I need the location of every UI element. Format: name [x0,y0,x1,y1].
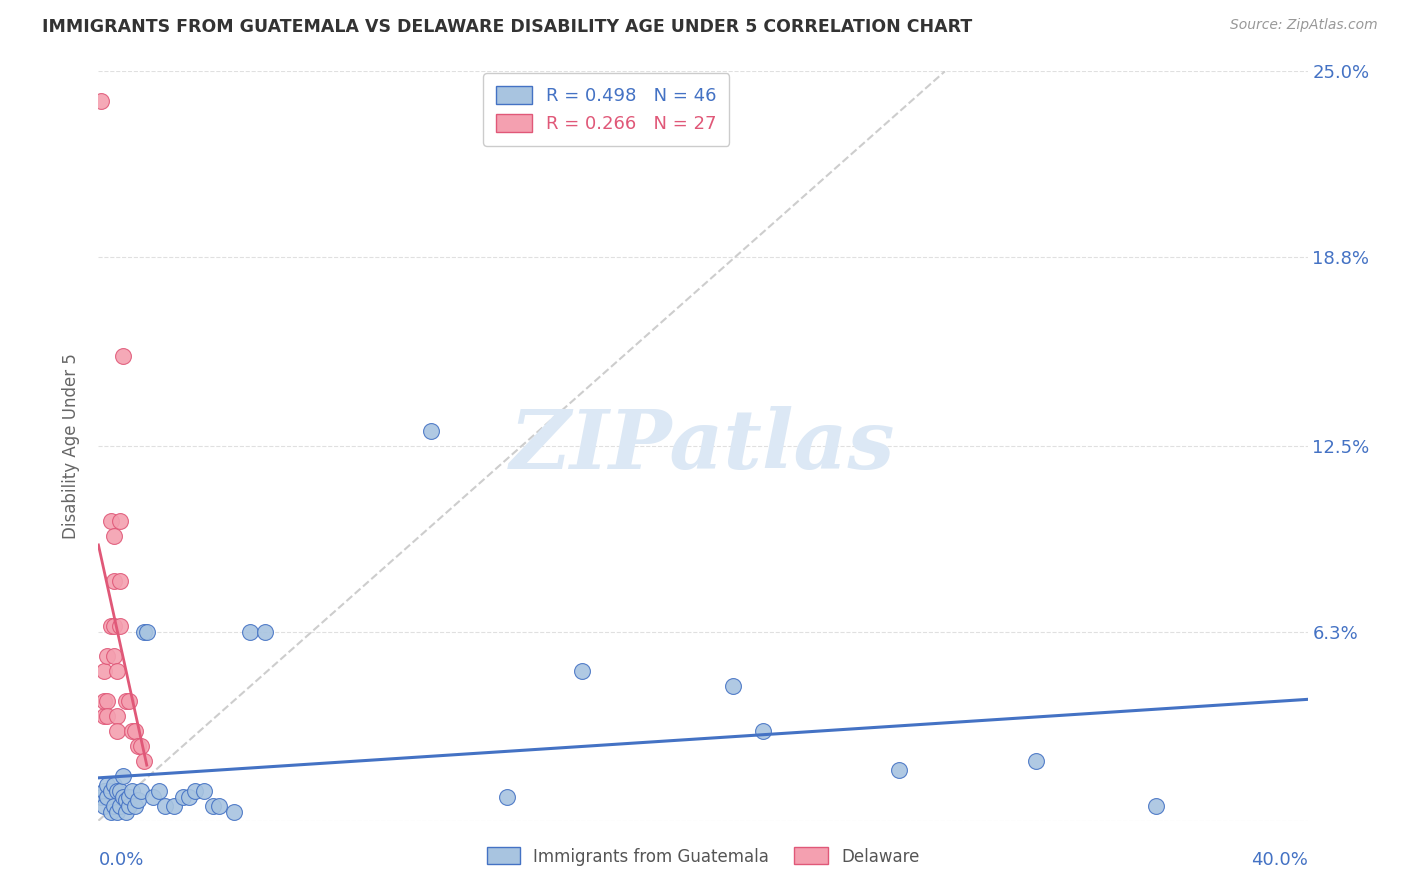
Point [96,789,118,804]
Legend: Immigrants from Guatemala, Delaware: Immigrants from Guatemala, Delaware [479,841,927,872]
Point [571,664,593,678]
Point [103,798,125,813]
Point [100,619,122,633]
Point [111,349,134,363]
Point [121,723,143,738]
Point [253,624,276,639]
Point [90,789,112,804]
Point [90,95,112,109]
Text: IMMIGRANTS FROM GUATEMALA VS DELAWARE DISABILITY AGE UNDER 5 CORRELATION CHART: IMMIGRANTS FROM GUATEMALA VS DELAWARE DI… [42,18,973,36]
Point [723,679,745,693]
Point [121,783,143,797]
Point [118,798,141,813]
Point [103,619,125,633]
Point [193,783,215,797]
Point [132,624,155,639]
Point [118,789,141,804]
Point [111,769,134,783]
Point [1144,798,1167,813]
Point [93,798,115,813]
Point [105,783,128,797]
Point [208,798,231,813]
Point [111,789,134,804]
Point [108,798,131,813]
Point [100,783,122,797]
Point [132,754,155,768]
Point [135,624,157,639]
Point [108,574,131,588]
Point [127,739,149,753]
Point [148,783,170,797]
Y-axis label: Disability Age Under 5: Disability Age Under 5 [62,353,80,539]
Point [184,783,207,797]
Text: Source: ZipAtlas.com: Source: ZipAtlas.com [1230,18,1378,32]
Point [93,694,115,708]
Point [118,694,141,708]
Text: 0.0%: 0.0% [98,851,143,869]
Text: 40.0%: 40.0% [1251,851,1308,869]
Point [114,694,136,708]
Point [103,529,125,543]
Point [179,789,201,804]
Point [103,574,125,588]
Point [100,805,122,819]
Point [239,624,262,639]
Text: ZIPatlas: ZIPatlas [510,406,896,486]
Point [96,694,118,708]
Point [105,664,128,678]
Point [114,792,136,806]
Point [108,619,131,633]
Point [103,778,125,792]
Point [129,739,152,753]
Point [105,723,128,738]
Point [224,805,246,819]
Point [1024,754,1046,768]
Point [108,514,131,528]
Point [114,805,136,819]
Point [153,798,176,813]
Point [752,723,775,738]
Point [124,798,146,813]
Point [100,514,122,528]
Point [127,792,149,806]
Point [96,708,118,723]
Point [202,798,225,813]
Point [93,664,115,678]
Point [108,783,131,797]
Point [93,708,115,723]
Point [889,763,911,777]
Point [420,424,443,438]
Point [129,783,152,797]
Point [172,789,194,804]
Point [105,805,128,819]
Point [124,723,146,738]
Point [163,798,186,813]
Point [142,789,165,804]
Point [93,783,115,797]
Point [495,789,517,804]
Point [105,708,128,723]
Point [96,778,118,792]
Point [96,648,118,663]
Point [103,648,125,663]
